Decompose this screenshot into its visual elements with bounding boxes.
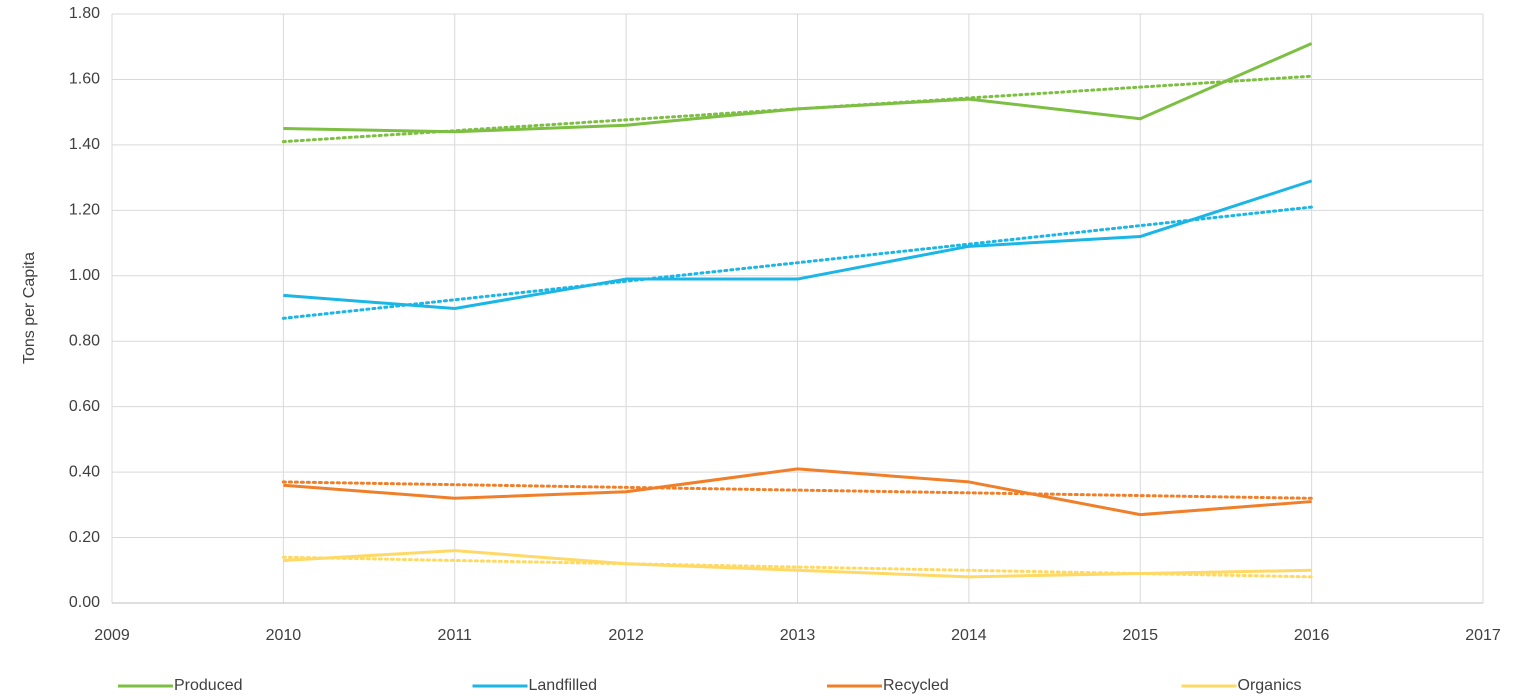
y-tick-label: 1.80 — [69, 5, 100, 22]
y-tick-label: 1.40 — [69, 136, 100, 153]
trend-line — [281, 480, 1314, 500]
x-tick-label: 2016 — [1294, 627, 1330, 644]
y-tick-label: 0.40 — [69, 463, 100, 480]
legend-label: Recycled — [883, 677, 949, 694]
x-tick-label: 2011 — [438, 627, 473, 644]
x-tick-label: 2009 — [94, 627, 130, 644]
series-line — [283, 467, 1312, 517]
y-tick-label: 0.80 — [69, 332, 100, 349]
series-line — [283, 549, 1312, 579]
y-tick-label: 1.60 — [69, 71, 100, 88]
trend-line — [281, 205, 1314, 320]
series-line — [283, 42, 1313, 134]
y-tick-label: 1.00 — [69, 267, 100, 284]
legend-label: Organics — [1238, 677, 1302, 694]
y-tick-label: 1.20 — [69, 202, 100, 219]
y-axis-label: Tons per Capita — [21, 252, 38, 364]
x-tick-label: 2012 — [608, 627, 644, 644]
x-tick-label: 2017 — [1465, 627, 1501, 644]
x-tick-label: 2010 — [266, 627, 302, 644]
y-tick-label: 0.00 — [69, 594, 100, 611]
legend-label: Landfilled — [529, 677, 598, 694]
x-tick-label: 2013 — [780, 627, 816, 644]
y-tick-label: 0.60 — [69, 398, 100, 415]
y-tick-label: 0.20 — [69, 529, 100, 546]
x-tick-label: 2014 — [951, 627, 987, 644]
legend-label: Produced — [174, 677, 243, 694]
x-tick-label: 2015 — [1122, 627, 1158, 644]
series-line — [283, 179, 1313, 310]
